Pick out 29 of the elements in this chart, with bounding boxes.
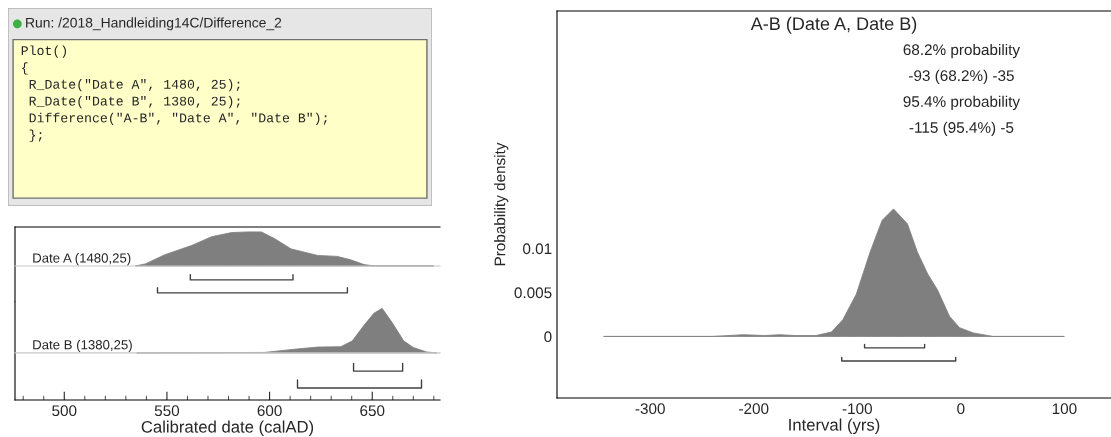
annotation: -93 (68.2%) -35 <box>909 69 1014 85</box>
series-label: Date B (1380,25) <box>33 339 132 352</box>
text: R_Date("Date A", 1480, 25); <box>29 79 240 92</box>
x-tick-label: -300 <box>635 403 665 415</box>
annotation: 95.4% probability <box>903 95 1020 110</box>
y-tick-label: 0.005 <box>514 287 552 299</box>
x-tick-label: -100 <box>842 403 872 415</box>
annotation: 68.2% probability <box>903 43 1020 59</box>
text: { <box>22 62 28 75</box>
x-axis-title: Interval (yrs) <box>789 418 880 435</box>
y-tick-label: 0.01 <box>523 243 552 255</box>
text: Run: /2018_Handleiding14C/Difference_2 <box>26 17 282 31</box>
x-tick-label: 600 <box>257 405 282 417</box>
annotation: -115 (95.4%) -5 <box>909 121 1014 136</box>
text: }; <box>29 129 42 142</box>
x-tick-label: 500 <box>52 405 77 417</box>
text: Plot() <box>21 45 67 58</box>
x-tick-label: 550 <box>154 405 180 417</box>
series-label: Date A (1480,25) <box>33 252 131 266</box>
x-tick-label: 100 <box>1052 403 1077 415</box>
chart-title: A-B (Date A, Date B) <box>750 16 917 34</box>
x-tick-label: 650 <box>360 405 385 417</box>
y-axis-title: Probability density <box>494 142 509 266</box>
y-tick-label: 0 <box>544 331 552 343</box>
text: R_Date("Date B", 1380, 25); <box>29 95 240 109</box>
x-axis-title: Calibrated date (calAD) <box>141 420 314 437</box>
x-tick-label: -200 <box>739 403 769 415</box>
x-tick-label: 0 <box>957 403 965 415</box>
text: Difference("A-B", "Date A", "Date B"); <box>29 112 327 126</box>
